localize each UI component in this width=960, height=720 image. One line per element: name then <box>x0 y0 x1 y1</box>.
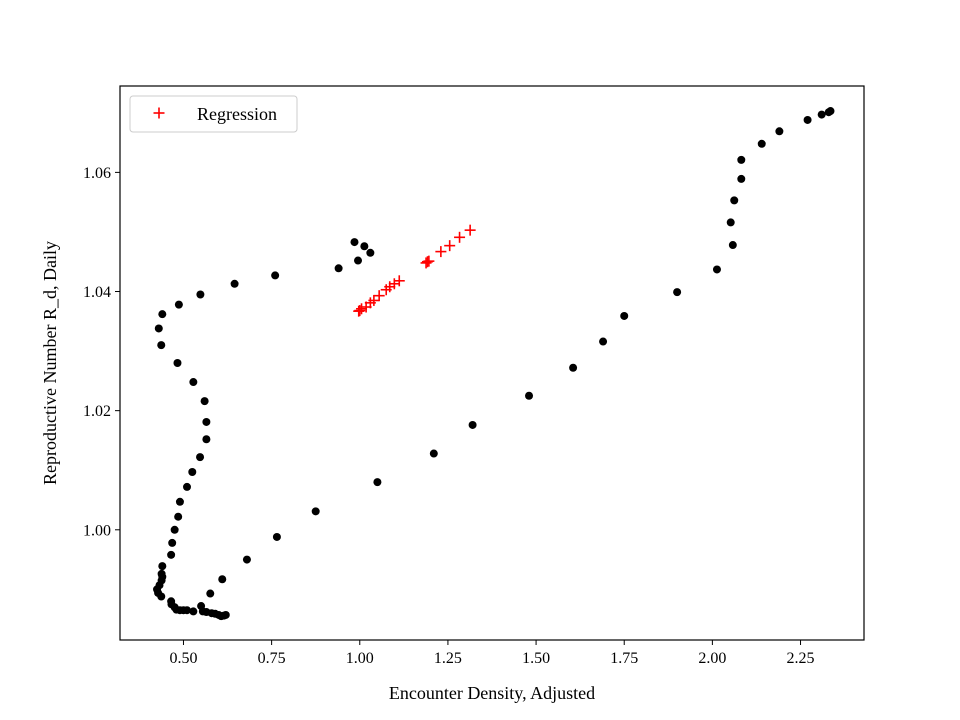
data-point <box>673 288 682 297</box>
regression-point <box>464 224 476 236</box>
data-point <box>354 256 363 265</box>
regression-point <box>435 246 447 258</box>
y-tick-label: 1.06 <box>83 165 111 182</box>
x-tick-label: 1.50 <box>522 650 550 667</box>
data-point <box>468 420 477 429</box>
legend-box <box>129 95 298 133</box>
data-point <box>158 310 167 319</box>
y-tick-label: 1.00 <box>83 522 111 539</box>
data-point <box>242 555 251 564</box>
data-point <box>620 311 629 320</box>
data-point <box>730 196 739 205</box>
plot-frame <box>119 85 865 641</box>
y-axis-label: Reproductive Number R_d, Daily <box>40 241 60 485</box>
data-point <box>712 265 721 274</box>
data-point <box>182 482 191 491</box>
data-point <box>154 324 163 333</box>
data-point <box>311 507 320 516</box>
data-point <box>174 300 183 309</box>
data-point <box>737 174 746 183</box>
regression-point <box>373 290 385 302</box>
data-point <box>230 279 239 288</box>
regression-point <box>444 240 456 252</box>
data-point <box>157 569 166 578</box>
data-point <box>775 127 784 136</box>
data-point <box>271 271 280 280</box>
data-point <box>197 602 206 611</box>
legend-marker-plus <box>153 107 165 119</box>
x-tick-label: 2.25 <box>787 650 815 667</box>
x-tick-label: 0.50 <box>169 650 197 667</box>
data-point <box>157 341 166 350</box>
data-point <box>189 378 198 387</box>
data-point <box>373 478 382 487</box>
data-point <box>599 337 608 346</box>
legend-plus-marker <box>153 107 165 119</box>
data-point <box>202 435 211 444</box>
data-point <box>188 468 197 477</box>
data-point <box>218 575 227 584</box>
legend-label-regression: Regression <box>197 104 277 124</box>
regression-point <box>420 257 432 269</box>
regression-point <box>356 303 368 315</box>
data-point <box>196 453 205 462</box>
data-point <box>272 532 281 541</box>
data-point <box>175 497 184 506</box>
x-tick-label: 1.00 <box>346 650 374 667</box>
data-point <box>429 449 438 458</box>
data-point <box>334 264 343 273</box>
data-point <box>200 397 209 406</box>
data-point <box>366 248 375 257</box>
data-point <box>167 550 176 559</box>
regression-point <box>454 231 466 243</box>
x-axis-label: Encounter Density, Adjusted <box>389 683 595 703</box>
data-point <box>350 238 359 247</box>
data-point <box>525 391 534 400</box>
regression-point <box>354 305 366 317</box>
data-point <box>196 290 205 299</box>
y-tick-label: 1.04 <box>83 284 111 301</box>
data-point <box>569 363 578 372</box>
data-point <box>202 417 211 426</box>
data-point <box>158 562 167 571</box>
x-tick-label: 2.00 <box>698 650 726 667</box>
axis-ticks-layer: 0.50 0.75 1.00 1.25 1.50 1.75 2.00 2.25 1.00 1.02… <box>83 165 815 667</box>
data-point <box>189 607 198 616</box>
legend: Regression <box>129 95 298 133</box>
data-point <box>174 512 183 521</box>
data-point <box>737 155 746 164</box>
data-point <box>170 525 179 534</box>
data-point <box>803 115 812 124</box>
data-point <box>173 359 182 367</box>
data-point <box>168 538 177 547</box>
regression-point <box>393 275 405 287</box>
data-point <box>167 597 176 606</box>
x-tick-label: 1.25 <box>434 650 462 667</box>
data-point <box>817 110 826 119</box>
x-tick-label: 1.75 <box>610 650 638 667</box>
data-point <box>728 241 737 250</box>
x-tick-label: 0.75 <box>258 650 286 667</box>
data-point <box>360 242 369 251</box>
data-point <box>824 108 833 117</box>
regression-point <box>423 255 435 267</box>
data-point <box>726 218 735 227</box>
data-point <box>206 589 215 598</box>
y-tick-label: 1.02 <box>83 403 111 420</box>
data-points-layer <box>153 107 835 621</box>
regression-point <box>368 294 380 306</box>
data-point <box>757 139 766 148</box>
